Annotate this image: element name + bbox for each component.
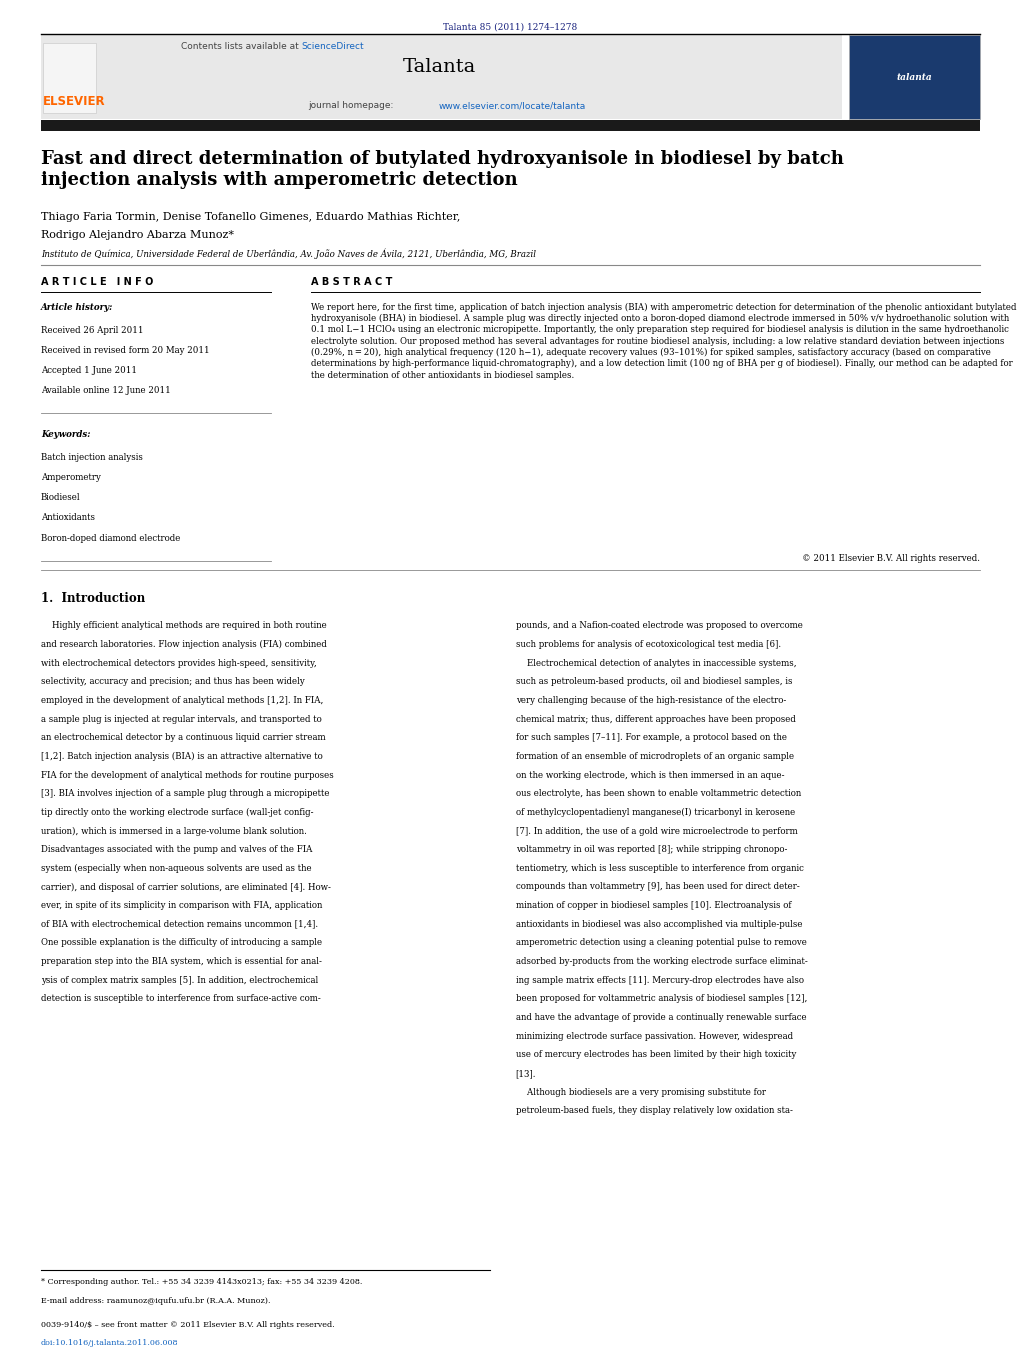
Text: employed in the development of analytical methods [1,2]. In FIA,: employed in the development of analytica… [41, 696, 324, 705]
Text: such as petroleum-based products, oil and biodiesel samples, is: such as petroleum-based products, oil an… [516, 677, 792, 686]
Text: ELSEVIER: ELSEVIER [43, 95, 105, 108]
Text: and have the advantage of provide a continually renewable surface: and have the advantage of provide a cont… [516, 1013, 807, 1021]
Text: [3]. BIA involves injection of a sample plug through a micropipette: [3]. BIA involves injection of a sample … [41, 789, 330, 798]
Text: 0039-9140/$ – see front matter © 2011 Elsevier B.V. All rights reserved.: 0039-9140/$ – see front matter © 2011 El… [41, 1321, 335, 1329]
Text: FIA for the development of analytical methods for routine purposes: FIA for the development of analytical me… [41, 770, 334, 780]
Text: chemical matrix; thus, different approaches have been proposed: chemical matrix; thus, different approac… [516, 715, 795, 724]
FancyBboxPatch shape [41, 35, 842, 119]
Text: formation of an ensemble of microdroplets of an organic sample: formation of an ensemble of microdroplet… [516, 753, 793, 761]
Text: © 2011 Elsevier B.V. All rights reserved.: © 2011 Elsevier B.V. All rights reserved… [803, 554, 980, 563]
Text: Received 26 April 2011: Received 26 April 2011 [41, 326, 143, 335]
Text: amperometric detection using a cleaning potential pulse to remove: amperometric detection using a cleaning … [516, 939, 807, 947]
Text: Article history:: Article history: [41, 303, 113, 312]
Text: Talanta: Talanta [402, 58, 476, 76]
Text: Highly efficient analytical methods are required in both routine: Highly efficient analytical methods are … [41, 621, 327, 631]
Text: mination of copper in biodiesel samples [10]. Electroanalysis of: mination of copper in biodiesel samples … [516, 901, 791, 911]
Text: Electrochemical detection of analytes in inaccessible systems,: Electrochemical detection of analytes in… [516, 659, 796, 667]
Text: talanta: talanta [896, 73, 933, 81]
Text: petroleum-based fuels, they display relatively low oxidation sta-: petroleum-based fuels, they display rela… [516, 1106, 792, 1115]
Text: Batch injection analysis: Batch injection analysis [41, 453, 143, 462]
Text: A B S T R A C T: A B S T R A C T [311, 277, 393, 286]
Text: adsorbed by-products from the working electrode surface eliminat-: adsorbed by-products from the working el… [516, 957, 808, 966]
Text: uration), which is immersed in a large-volume blank solution.: uration), which is immersed in a large-v… [41, 827, 306, 836]
Text: Received in revised form 20 May 2011: Received in revised form 20 May 2011 [41, 346, 209, 355]
Text: voltammetry in oil was reported [8]; while stripping chronopo-: voltammetry in oil was reported [8]; whi… [516, 846, 787, 854]
Text: Available online 12 June 2011: Available online 12 June 2011 [41, 386, 171, 396]
Text: pounds, and a Nafion-coated electrode was proposed to overcome: pounds, and a Nafion-coated electrode wa… [516, 621, 803, 631]
Text: Keywords:: Keywords: [41, 430, 90, 439]
Text: such problems for analysis of ecotoxicological test media [6].: such problems for analysis of ecotoxicol… [516, 640, 781, 648]
Text: Contents lists available at: Contents lists available at [181, 42, 301, 51]
Text: of BIA with electrochemical detection remains uncommon [1,4].: of BIA with electrochemical detection re… [41, 920, 318, 928]
Text: Although biodiesels are a very promising substitute for: Although biodiesels are a very promising… [516, 1088, 766, 1097]
Text: One possible explanation is the difficulty of introducing a sample: One possible explanation is the difficul… [41, 939, 322, 947]
Text: [13].: [13]. [516, 1069, 536, 1078]
Bar [41, 120, 980, 131]
Text: for such samples [7–11]. For example, a protocol based on the: for such samples [7–11]. For example, a … [516, 734, 786, 742]
Text: www.elsevier.com/locate/talanta: www.elsevier.com/locate/talanta [439, 101, 586, 111]
Text: ScienceDirect: ScienceDirect [301, 42, 363, 51]
Text: [7]. In addition, the use of a gold wire microelectrode to perform: [7]. In addition, the use of a gold wire… [516, 827, 797, 835]
Text: journal homepage:: journal homepage: [308, 101, 396, 111]
Text: Instituto de Química, Universidade Federal de Uberlândia, Av. João Naves de Ávil: Instituto de Química, Universidade Feder… [41, 249, 536, 259]
Text: antioxidants in biodiesel was also accomplished via multiple-pulse: antioxidants in biodiesel was also accom… [516, 920, 803, 928]
Text: an electrochemical detector by a continuous liquid carrier stream: an electrochemical detector by a continu… [41, 734, 326, 742]
Text: on the working electrode, which is then immersed in an aque-: on the working electrode, which is then … [516, 770, 784, 780]
Bar [849, 35, 980, 119]
Text: ous electrolyte, has been shown to enable voltammetric detection: ous electrolyte, has been shown to enabl… [516, 789, 800, 798]
Text: a sample plug is injected at regular intervals, and transported to: a sample plug is injected at regular int… [41, 715, 322, 724]
Text: compounds than voltammetry [9], has been used for direct deter-: compounds than voltammetry [9], has been… [516, 882, 799, 892]
Text: Antioxidants: Antioxidants [41, 513, 95, 523]
Text: and research laboratories. Flow injection analysis (FIA) combined: and research laboratories. Flow injectio… [41, 640, 327, 650]
Text: selectivity, accuracy and precision; and thus has been widely: selectivity, accuracy and precision; and… [41, 677, 304, 686]
Text: [1,2]. Batch injection analysis (BIA) is an attractive alternative to: [1,2]. Batch injection analysis (BIA) is… [41, 753, 323, 761]
Text: of methylcyclopentadienyl manganese(I) tricarbonyl in kerosene: of methylcyclopentadienyl manganese(I) t… [516, 808, 795, 817]
Text: been proposed for voltammetric analysis of biodiesel samples [12],: been proposed for voltammetric analysis … [516, 994, 807, 1004]
Text: Amperometry: Amperometry [41, 473, 101, 482]
Text: Talanta 85 (2011) 1274–1278: Talanta 85 (2011) 1274–1278 [443, 23, 578, 32]
Text: Thiago Faria Tormin, Denise Tofanello Gimenes, Eduardo Mathias Richter,: Thiago Faria Tormin, Denise Tofanello Gi… [41, 212, 460, 222]
Text: Fast and direct determination of butylated hydroxyanisole in biodiesel by batch
: Fast and direct determination of butylat… [41, 150, 843, 189]
Text: ing sample matrix effects [11]. Mercury-drop electrodes have also: ing sample matrix effects [11]. Mercury-… [516, 975, 804, 985]
Text: minimizing electrode surface passivation. However, widespread: minimizing electrode surface passivation… [516, 1032, 792, 1040]
Text: carrier), and disposal of carrier solutions, are eliminated [4]. How-: carrier), and disposal of carrier soluti… [41, 882, 331, 892]
Text: 1.  Introduction: 1. Introduction [41, 592, 145, 605]
Text: A R T I C L E   I N F O: A R T I C L E I N F O [41, 277, 153, 286]
Text: ever, in spite of its simplicity in comparison with FIA, application: ever, in spite of its simplicity in comp… [41, 901, 323, 911]
Text: system (especially when non-aqueous solvents are used as the: system (especially when non-aqueous solv… [41, 863, 311, 873]
Text: * Corresponding author. Tel.: +55 34 3239 4143x0213; fax: +55 34 3239 4208.: * Corresponding author. Tel.: +55 34 323… [41, 1278, 362, 1286]
Text: tentiometry, which is less susceptible to interference from organic: tentiometry, which is less susceptible t… [516, 863, 804, 873]
Bar [43, 43, 96, 113]
Text: detection is susceptible to interference from surface-active com-: detection is susceptible to interference… [41, 994, 321, 1004]
Text: tip directly onto the working electrode surface (wall-jet config-: tip directly onto the working electrode … [41, 808, 313, 817]
Text: ysis of complex matrix samples [5]. In addition, electrochemical: ysis of complex matrix samples [5]. In a… [41, 975, 319, 985]
Text: Accepted 1 June 2011: Accepted 1 June 2011 [41, 366, 137, 376]
Text: doi:10.1016/j.talanta.2011.06.008: doi:10.1016/j.talanta.2011.06.008 [41, 1339, 179, 1347]
Text: with electrochemical detectors provides high-speed, sensitivity,: with electrochemical detectors provides … [41, 659, 317, 667]
Text: Disadvantages associated with the pump and valves of the FIA: Disadvantages associated with the pump a… [41, 846, 312, 854]
Text: Rodrigo Alejandro Abarza Munoz*: Rodrigo Alejandro Abarza Munoz* [41, 230, 234, 239]
Text: E-mail address: raamunoz@iqufu.ufu.br (R.A.A. Munoz).: E-mail address: raamunoz@iqufu.ufu.br (R… [41, 1297, 271, 1305]
Text: Biodiesel: Biodiesel [41, 493, 81, 503]
Text: Boron-doped diamond electrode: Boron-doped diamond electrode [41, 534, 181, 543]
Text: preparation step into the BIA system, which is essential for anal-: preparation step into the BIA system, wh… [41, 957, 322, 966]
Text: very challenging because of the high-resistance of the electro-: very challenging because of the high-res… [516, 696, 786, 705]
Text: use of mercury electrodes has been limited by their high toxicity: use of mercury electrodes has been limit… [516, 1050, 796, 1059]
Text: We report here, for the first time, application of batch injection analysis (BIA: We report here, for the first time, appl… [311, 303, 1017, 380]
